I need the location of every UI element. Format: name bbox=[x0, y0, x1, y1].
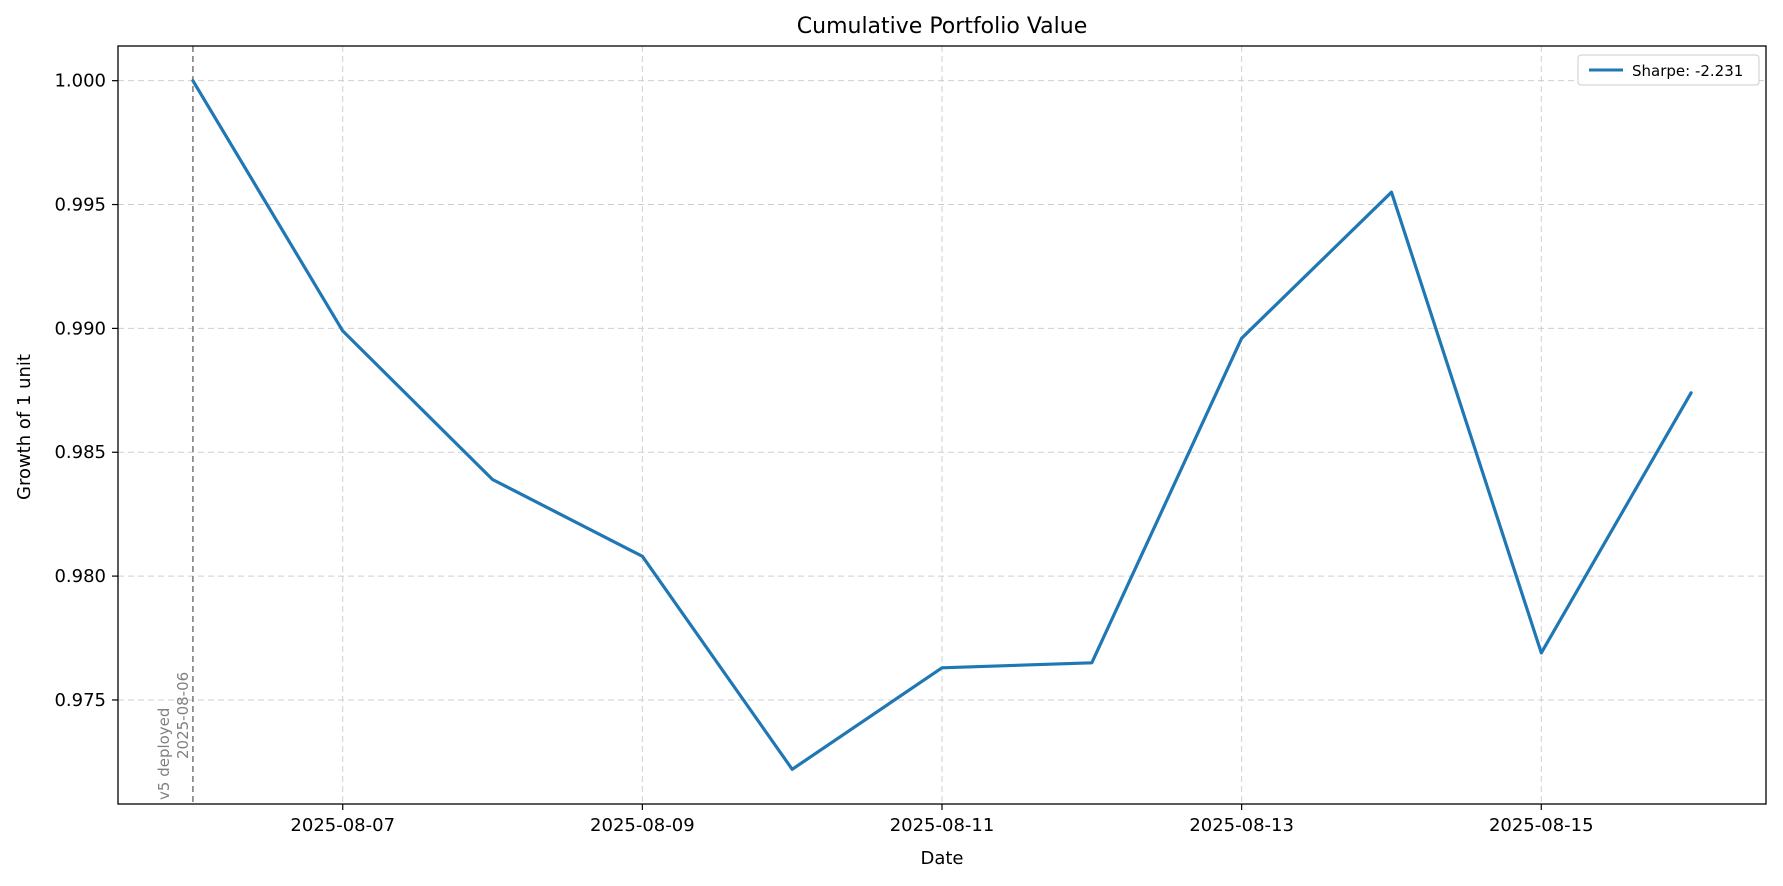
tick-group: 0.975 0.980 0.985 0.990 0.995 1.000 2025-08-07… bbox=[54, 71, 1593, 836]
x-tick-label: 2025-08-15 bbox=[1489, 815, 1594, 836]
y-tick-label: 0.980 bbox=[54, 566, 106, 587]
legend-label: Sharpe: -2.231 bbox=[1632, 62, 1743, 80]
annotation-group: v5 deployed 2025-08-06 bbox=[155, 46, 194, 804]
annotation-text-line1: v5 deployed bbox=[155, 708, 173, 800]
x-tick-label: 2025-08-09 bbox=[590, 815, 695, 836]
chart-title: Cumulative Portfolio Value bbox=[797, 14, 1087, 39]
legend: Sharpe: -2.231 bbox=[1577, 54, 1760, 86]
x-tick-label: 2025-08-07 bbox=[290, 815, 395, 836]
series-group bbox=[191, 79, 1693, 771]
x-tick-label: 2025-08-13 bbox=[1189, 815, 1294, 836]
x-tick-label: 2025-08-11 bbox=[890, 815, 995, 836]
grid-lines bbox=[118, 46, 1766, 804]
y-tick-label: 1.000 bbox=[54, 71, 106, 92]
legend-box bbox=[1577, 54, 1760, 86]
y-axis-label: Growth of 1 unit bbox=[14, 354, 35, 500]
y-tick-label: 0.975 bbox=[54, 690, 106, 711]
series-line bbox=[191, 79, 1693, 771]
y-tick-label: 0.995 bbox=[54, 195, 106, 216]
y-tick-label: 0.985 bbox=[54, 442, 106, 463]
x-axis-label: Date bbox=[920, 848, 963, 869]
plot-frame bbox=[117, 45, 1767, 805]
annotation-text-line2: 2025-08-06 bbox=[174, 672, 192, 759]
y-tick-label: 0.990 bbox=[54, 318, 106, 339]
